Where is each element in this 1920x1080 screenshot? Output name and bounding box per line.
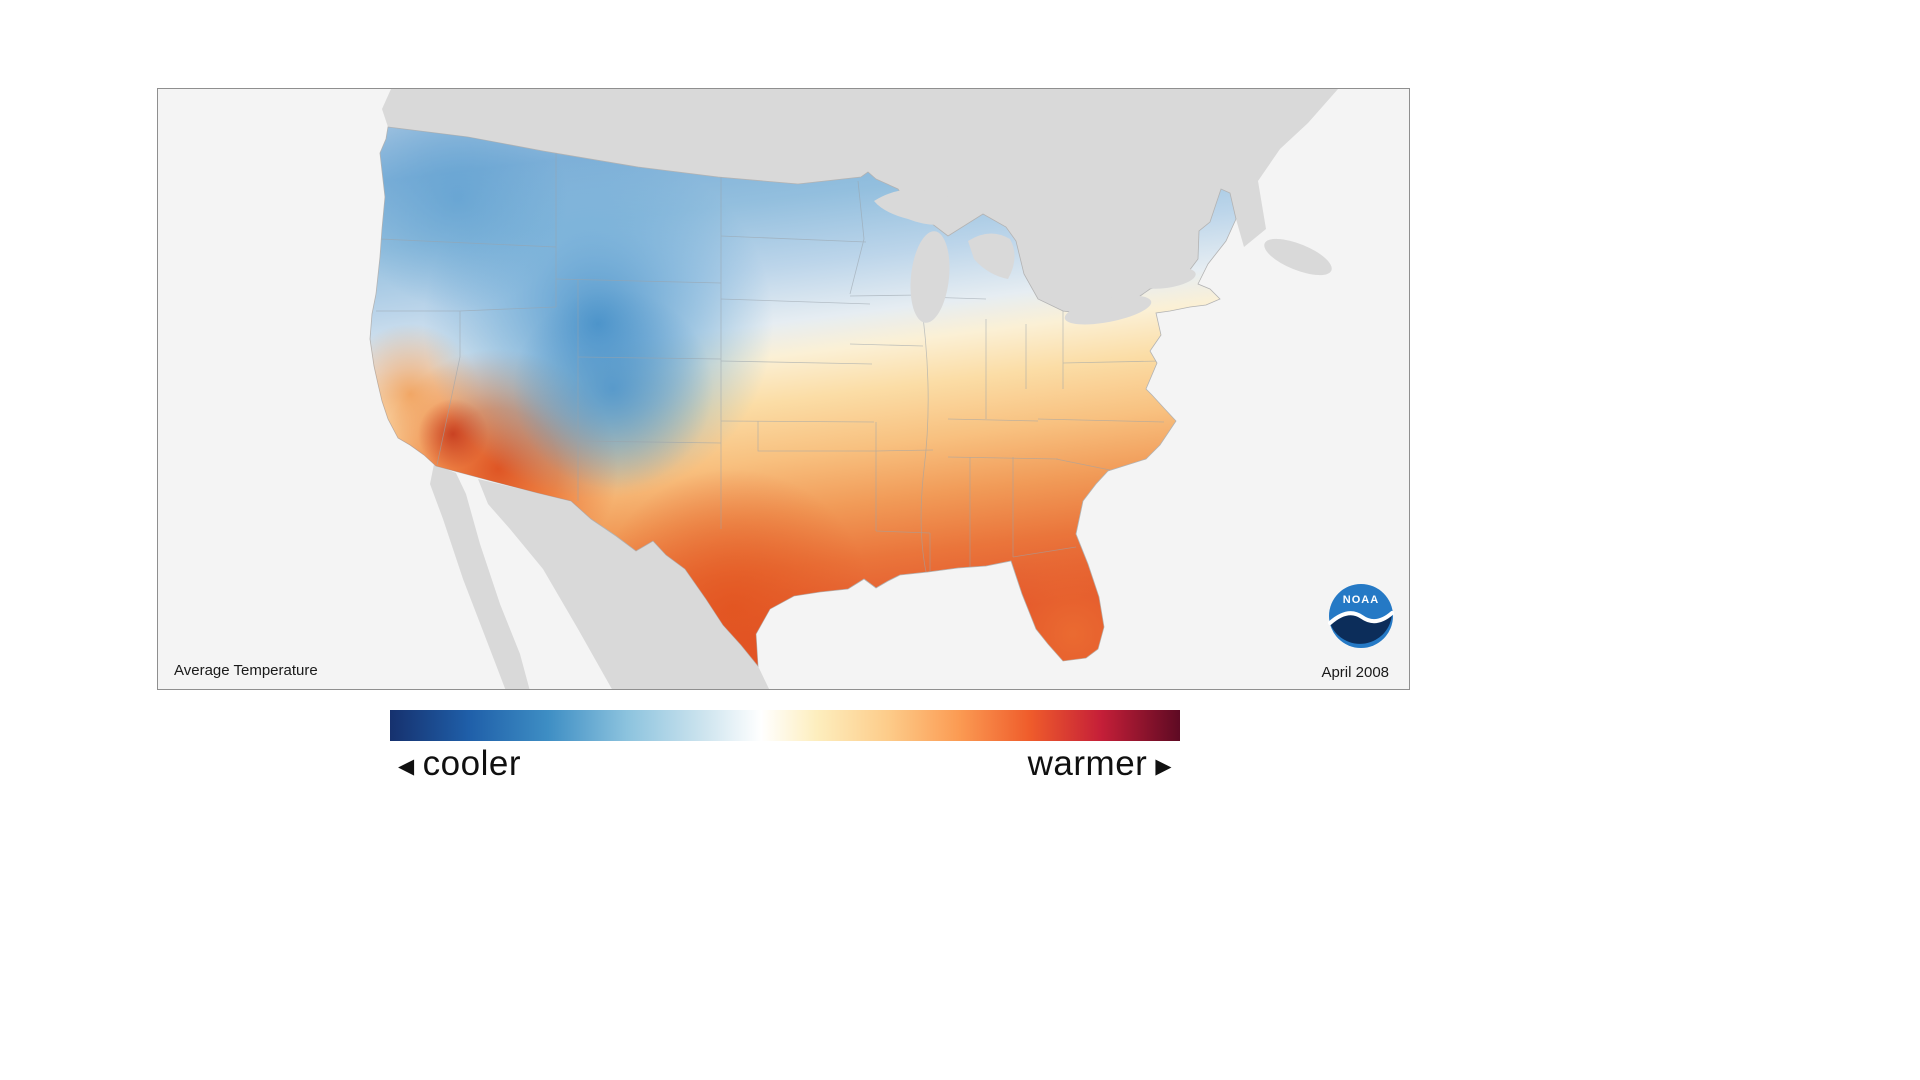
lake-michigan (910, 231, 950, 323)
state-borders (376, 151, 1165, 590)
cooler-arrow-icon: ◀ (398, 755, 415, 778)
legend-warmer: warmer ▶ (1028, 744, 1180, 784)
average-temperature-label: Average Temperature (174, 662, 318, 679)
map-panel: NOAA Average Temperature April 2008 (157, 88, 1410, 690)
noaa-logo-label: NOAA (1343, 594, 1379, 606)
great-lakes (874, 189, 1196, 325)
lake-huron (968, 233, 1015, 279)
lake-erie (1064, 295, 1152, 325)
noaa-logo: NOAA (1328, 584, 1394, 648)
legend-cooler: ◀ cooler (390, 744, 521, 784)
mexico-landmass (478, 479, 770, 689)
us-temperature-map (158, 89, 1409, 689)
warmer-arrow-icon: ▶ (1155, 755, 1172, 778)
legend-gradient-bar (390, 710, 1180, 741)
nova-scotia-landmass (1264, 238, 1332, 276)
legend-warmer-label: warmer (1027, 744, 1148, 783)
lake-superior (874, 189, 981, 225)
legend-cooler-label: cooler (422, 744, 521, 783)
noaa-logo-lower-wave (1330, 613, 1392, 644)
date-label: April 2008 (1321, 664, 1389, 681)
lake-ontario (1136, 267, 1196, 289)
noaa-seagull-icon (1328, 611, 1394, 625)
baja-california-landmass (430, 464, 530, 689)
legend-labels: ◀ cooler warmer ▶ (390, 744, 1180, 784)
canada-landmass (382, 89, 1338, 317)
